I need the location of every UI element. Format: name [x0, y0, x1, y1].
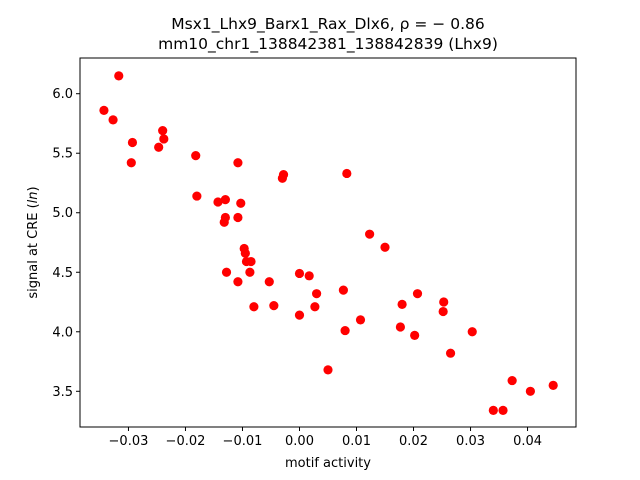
- data-point-13: [219, 217, 229, 227]
- y-axis-label-prefix: signal at CRE (: [26, 203, 41, 298]
- data-point-6: [158, 126, 168, 136]
- x-tick-label: 0.00: [285, 434, 314, 449]
- x-tick-label: 0.03: [456, 434, 485, 449]
- plot-frame: [79, 57, 577, 428]
- data-point-50: [498, 405, 508, 415]
- data-point-10: [213, 197, 223, 207]
- data-point-17: [236, 198, 246, 208]
- data-point-40: [380, 242, 390, 252]
- data-point-15: [233, 158, 243, 168]
- data-point-28: [278, 170, 289, 180]
- data-point-2: [114, 71, 124, 81]
- data-point-11: [220, 195, 230, 205]
- data-point-31: [310, 302, 320, 312]
- x-tick-label: 0.01: [342, 434, 371, 449]
- y-axis-label: signal at CRE (ln): [26, 186, 41, 298]
- data-point-49: [488, 405, 498, 415]
- data-point-36: [340, 325, 350, 336]
- data-point-29: [294, 268, 305, 279]
- data-point-9: [192, 191, 202, 201]
- data-point-5: [154, 142, 164, 152]
- data-point-46: [438, 306, 448, 317]
- x-axis-label: motif activity: [285, 456, 371, 471]
- x-tick-label: 0.02: [399, 434, 428, 449]
- y-tick-label: 5.5: [52, 147, 73, 162]
- data-point-38: [355, 315, 366, 325]
- data-points: [99, 71, 558, 415]
- data-point-52: [525, 386, 535, 396]
- data-point-8: [191, 151, 201, 161]
- data-point-53: [548, 380, 558, 390]
- data-point-51: [507, 375, 517, 386]
- data-point-41: [395, 322, 405, 332]
- y-tick-label: 4.5: [52, 266, 73, 281]
- y-axis-label-suffix: ): [26, 186, 41, 191]
- data-point-37: [342, 168, 352, 179]
- data-point-19: [240, 248, 250, 258]
- y-tick-label: 6.0: [52, 87, 73, 102]
- y-tick-label: 3.5: [52, 385, 73, 400]
- data-point-32: [312, 289, 322, 299]
- data-point-3: [127, 137, 138, 148]
- data-point-25: [264, 277, 274, 287]
- y-axis-label-italic: ln: [26, 191, 41, 203]
- data-point-26: [269, 300, 279, 311]
- data-point-44: [412, 289, 423, 299]
- y-tick-label: 4.0: [52, 325, 73, 340]
- x-tick-label: 0.04: [513, 434, 542, 449]
- chart-title: Msx1_Lhx9_Barx1_Rax_Dlx6, ρ = − 0.86: [171, 15, 484, 34]
- data-point-1: [108, 115, 118, 125]
- data-point-4: [126, 158, 136, 168]
- data-point-24: [249, 302, 259, 312]
- y-axis-ticks: 3.5 4.0 4.5 5.0 5.5 6.0: [52, 87, 80, 400]
- x-tick-label: −0.03: [109, 434, 149, 449]
- data-point-14: [221, 267, 232, 277]
- data-point-16: [233, 212, 243, 223]
- data-point-47: [445, 348, 456, 358]
- data-point-39: [365, 229, 375, 239]
- data-point-23: [233, 277, 243, 287]
- data-point-0: [99, 105, 109, 115]
- data-point-22: [245, 267, 255, 277]
- x-tick-label: −0.01: [223, 434, 263, 449]
- data-point-43: [410, 330, 420, 340]
- data-point-21: [246, 256, 256, 267]
- data-point-42: [397, 299, 407, 309]
- data-point-30: [304, 271, 314, 281]
- data-point-48: [467, 327, 477, 337]
- x-axis-ticks: −0.03 −0.02 −0.01 0.00 0.01 0.02 0.03 0.04: [109, 427, 542, 449]
- data-point-45: [439, 297, 449, 307]
- data-point-35: [338, 285, 348, 295]
- data-point-34: [323, 365, 333, 375]
- y-tick-label: 5.0: [52, 206, 73, 221]
- x-tick-label: −0.02: [166, 434, 206, 449]
- data-point-33: [294, 310, 305, 320]
- data-point-7: [159, 134, 169, 144]
- chart-subtitle: mm10_chr1_138842381_138842839 (Lhx9): [158, 35, 498, 54]
